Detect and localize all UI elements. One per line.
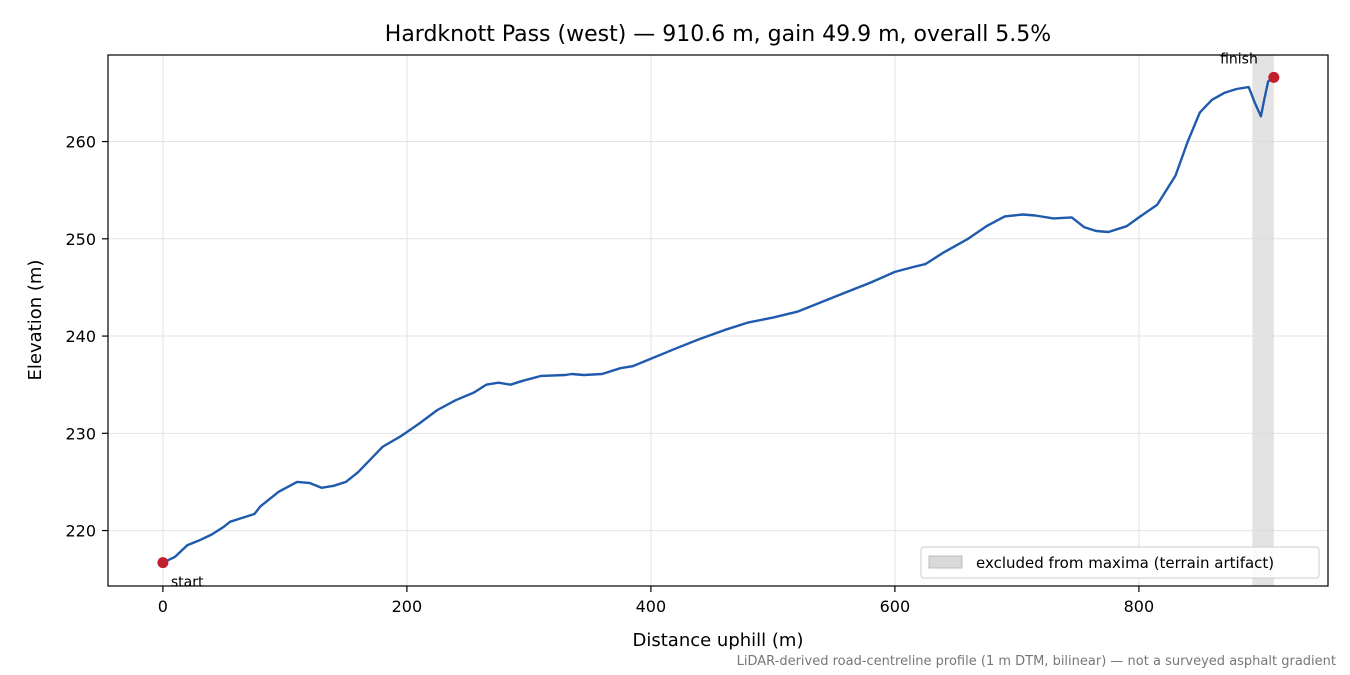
footnote: LiDAR-derived road-centreline profile (1… xyxy=(737,654,1336,669)
start-marker xyxy=(157,557,169,569)
x-tick-label: 800 xyxy=(1124,597,1155,616)
x-tick-label: 600 xyxy=(880,597,911,616)
x-tick-label: 0 xyxy=(158,597,168,616)
y-tick-label: 240 xyxy=(65,327,96,346)
markers-layer: start finish xyxy=(157,51,1280,591)
y-tick-label: 250 xyxy=(65,230,96,249)
excluded-region-band xyxy=(1252,55,1274,586)
plot-frame xyxy=(107,54,1329,587)
y-tick-label: 230 xyxy=(65,424,96,443)
finish-marker xyxy=(1268,71,1280,83)
chart-title: Hardknott Pass (west) — 910.6 m, gain 49… xyxy=(385,22,1051,47)
legend-box xyxy=(920,546,1320,579)
x-tick-label: 200 xyxy=(392,597,423,616)
series-layer xyxy=(161,76,1276,564)
start-label: start xyxy=(171,575,204,591)
elevation-profile-line xyxy=(161,76,1276,564)
axis-ticks: 0 200 400 600 800 220 230 240 250 260 xyxy=(65,133,1154,616)
legend-swatch-excluded xyxy=(928,555,963,569)
grid-lines xyxy=(108,55,1328,586)
legend: excluded from maxima (terrain artifact) xyxy=(920,546,1320,579)
excluded-region xyxy=(1252,55,1274,586)
x-axis-label: Distance uphill (m) xyxy=(633,630,804,651)
legend-entry-excluded: excluded from maxima (terrain artifact) xyxy=(976,554,1274,572)
y-tick-label: 220 xyxy=(65,522,96,541)
x-tick-label: 400 xyxy=(636,597,667,616)
y-tick-label: 260 xyxy=(65,133,96,152)
finish-label: finish xyxy=(1220,51,1258,67)
y-axis-label: Elevation (m) xyxy=(25,260,46,381)
